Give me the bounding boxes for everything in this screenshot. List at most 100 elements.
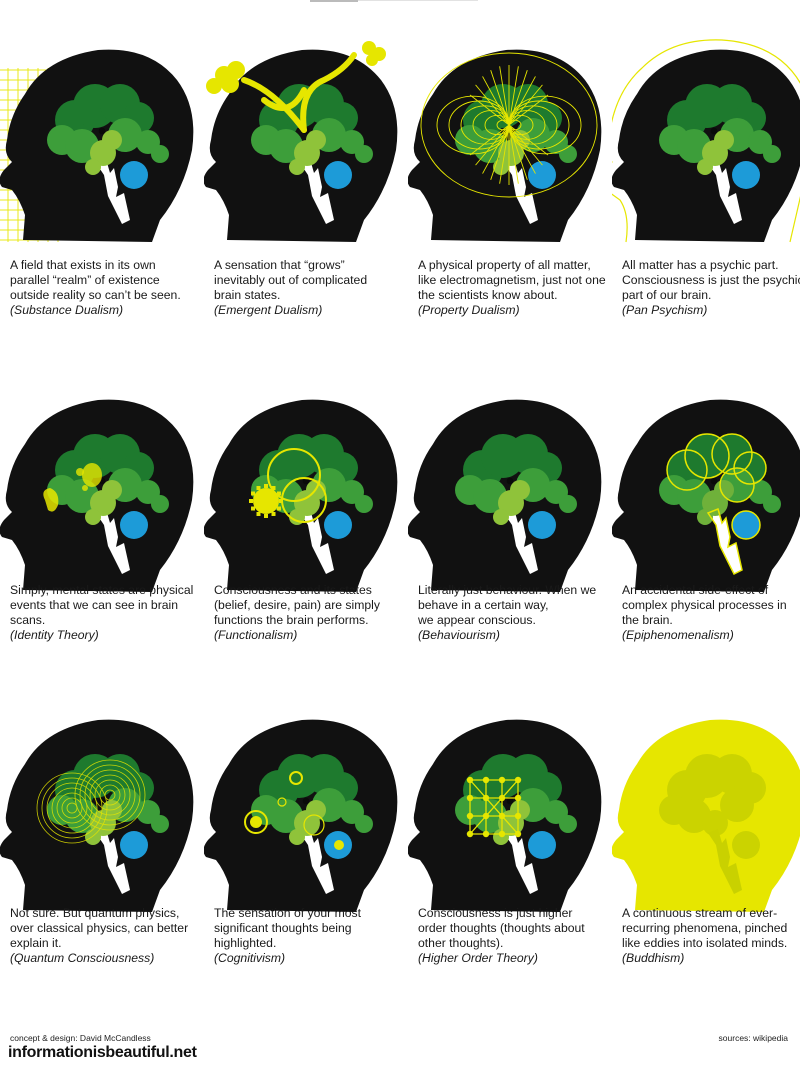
brainstem: [708, 829, 742, 894]
brain-silhouette: [659, 754, 766, 859]
scan-blobs-overlay: [43, 463, 102, 512]
theory-name: (Property Dualism): [418, 303, 520, 317]
credit-text: concept & design: David McCandless: [10, 1033, 151, 1043]
head-illustration: [204, 41, 398, 242]
head-illustration: [0, 719, 194, 912]
head-illustration: [408, 719, 602, 912]
brainstem: [300, 829, 334, 894]
theory-card: Consciousness and its states (belief, de…: [204, 380, 408, 653]
theory-card: Not sure. But quantum physics, over clas…: [0, 700, 204, 976]
theory-name: (Behaviourism): [418, 628, 500, 642]
brainstem: [504, 509, 538, 574]
theory-card: A physical property of all matter, like …: [408, 30, 612, 328]
brain: [659, 84, 781, 175]
head-illustration: [408, 49, 602, 242]
theory-name: (Pan Psychism): [622, 303, 708, 317]
brainstem: [504, 159, 538, 224]
brain: [47, 434, 169, 525]
brainstem: [96, 829, 130, 894]
gears-overlay: [249, 484, 283, 518]
theory-description: A sensation that “grows” inevitably out …: [214, 258, 368, 302]
brain-dot: [98, 127, 106, 135]
theory-description: All matter has a psychic part. Conscious…: [622, 258, 800, 302]
brain-dot: [710, 127, 718, 135]
top-divider: [310, 0, 358, 2]
brainstem: [300, 509, 334, 574]
theory-caption: A continuous stream of ever- recurring p…: [622, 906, 800, 966]
brand-link[interactable]: informationisbeautiful.net: [8, 1044, 197, 1061]
flower-icon: [206, 41, 386, 94]
head-illustration: [612, 399, 800, 592]
theory-caption: Consciousness is just higher order thoug…: [418, 906, 612, 966]
top-rule: [358, 0, 478, 1]
head-illustration: [0, 399, 194, 592]
theory-description: A field that exists in its own parallel …: [10, 258, 181, 302]
theory-caption: All matter has a psychic part. Conscious…: [622, 258, 800, 318]
theory-description: A physical property of all matter, like …: [418, 258, 606, 302]
brain-dot: [506, 477, 514, 485]
theory-description: Consciousness and its states (belief, de…: [214, 583, 380, 627]
aura-outline: [612, 39, 800, 243]
theory-name: (Buddhism): [622, 951, 685, 965]
cerebellum-eye: [120, 831, 148, 859]
theory-name: (Substance Dualism): [10, 303, 124, 317]
theory-card: A sensation that “grows” inevitably out …: [204, 30, 408, 328]
cerebellum-eye: [324, 511, 352, 539]
theory-caption: An accidental side-effect of complex phy…: [622, 583, 800, 643]
theory-description: A continuous stream of ever- recurring p…: [622, 906, 788, 950]
theory-name: (Higher Order Theory): [418, 951, 538, 965]
brainstem: [504, 829, 538, 894]
cerebellum-eye: [528, 511, 556, 539]
head-illustration: [408, 399, 602, 592]
brain-dot: [302, 797, 310, 805]
head-illustration: [612, 719, 800, 912]
theory-caption: Literally just behaviour. When we behave…: [418, 583, 612, 643]
theory-caption: The sensation of your most significant t…: [214, 906, 408, 966]
theory-card: An accidental side-effect of complex phy…: [612, 380, 800, 653]
brainstem: [96, 159, 130, 224]
outline-overlay: [666, 433, 767, 576]
brain-dot: [710, 477, 718, 485]
theory-card: A field that exists in its own parallel …: [0, 30, 204, 328]
theory-caption: A field that exists in its own parallel …: [10, 258, 204, 318]
theory-caption: Consciousness and its states (belief, de…: [214, 583, 408, 643]
gear-ring-icon: [267, 448, 327, 523]
theory-description: Consciousness is just higher order thoug…: [418, 906, 585, 950]
brain: [47, 84, 169, 175]
brainstem: [300, 159, 334, 224]
field-lines-overlay: [420, 52, 598, 198]
brain-dot: [302, 477, 310, 485]
theory-name: (Cognitivism): [214, 951, 286, 965]
theory-name: (Functionalism): [214, 628, 298, 642]
brain: [251, 754, 373, 845]
brain: [659, 434, 781, 525]
sources-text: sources: wikipedia: [718, 1033, 788, 1043]
theory-card: A continuous stream of ever- recurring p…: [612, 700, 800, 976]
theory-card: Simply, mental states are physical event…: [0, 380, 204, 653]
head-illustration: [204, 399, 398, 592]
theory-card: The sensation of your most significant t…: [204, 700, 408, 976]
cerebellum-eye: [732, 511, 760, 539]
theory-description: Not sure. But quantum physics, over clas…: [10, 906, 189, 950]
theory-description: The sensation of your most significant t…: [214, 906, 361, 950]
theory-description: An accidental side-effect of complex phy…: [622, 583, 787, 627]
highlights-overlay: [244, 771, 344, 850]
theory-caption: A physical property of all matter, like …: [418, 258, 612, 318]
theory-name: (Quantum Consciousness): [10, 951, 155, 965]
head-illustration: [0, 49, 194, 242]
theory-card: Consciousness is just higher order thoug…: [408, 700, 612, 976]
theory-caption: A sensation that “grows” inevitably out …: [214, 258, 408, 318]
cerebellum-eye: [324, 161, 352, 189]
theory-description: Simply, mental states are physical event…: [10, 583, 194, 627]
cerebellum-eye: [120, 161, 148, 189]
brain-dot: [710, 797, 718, 805]
brainstem: [708, 159, 742, 224]
brain: [455, 434, 577, 525]
brain-dot: [506, 797, 514, 805]
brainstem: [96, 509, 130, 574]
cerebellum-eye: [120, 511, 148, 539]
theory-caption: Simply, mental states are physical event…: [10, 583, 204, 643]
head-illustration: [612, 39, 800, 243]
head-illustration: [204, 719, 398, 912]
theory-name: (Emergent Dualism): [214, 303, 323, 317]
